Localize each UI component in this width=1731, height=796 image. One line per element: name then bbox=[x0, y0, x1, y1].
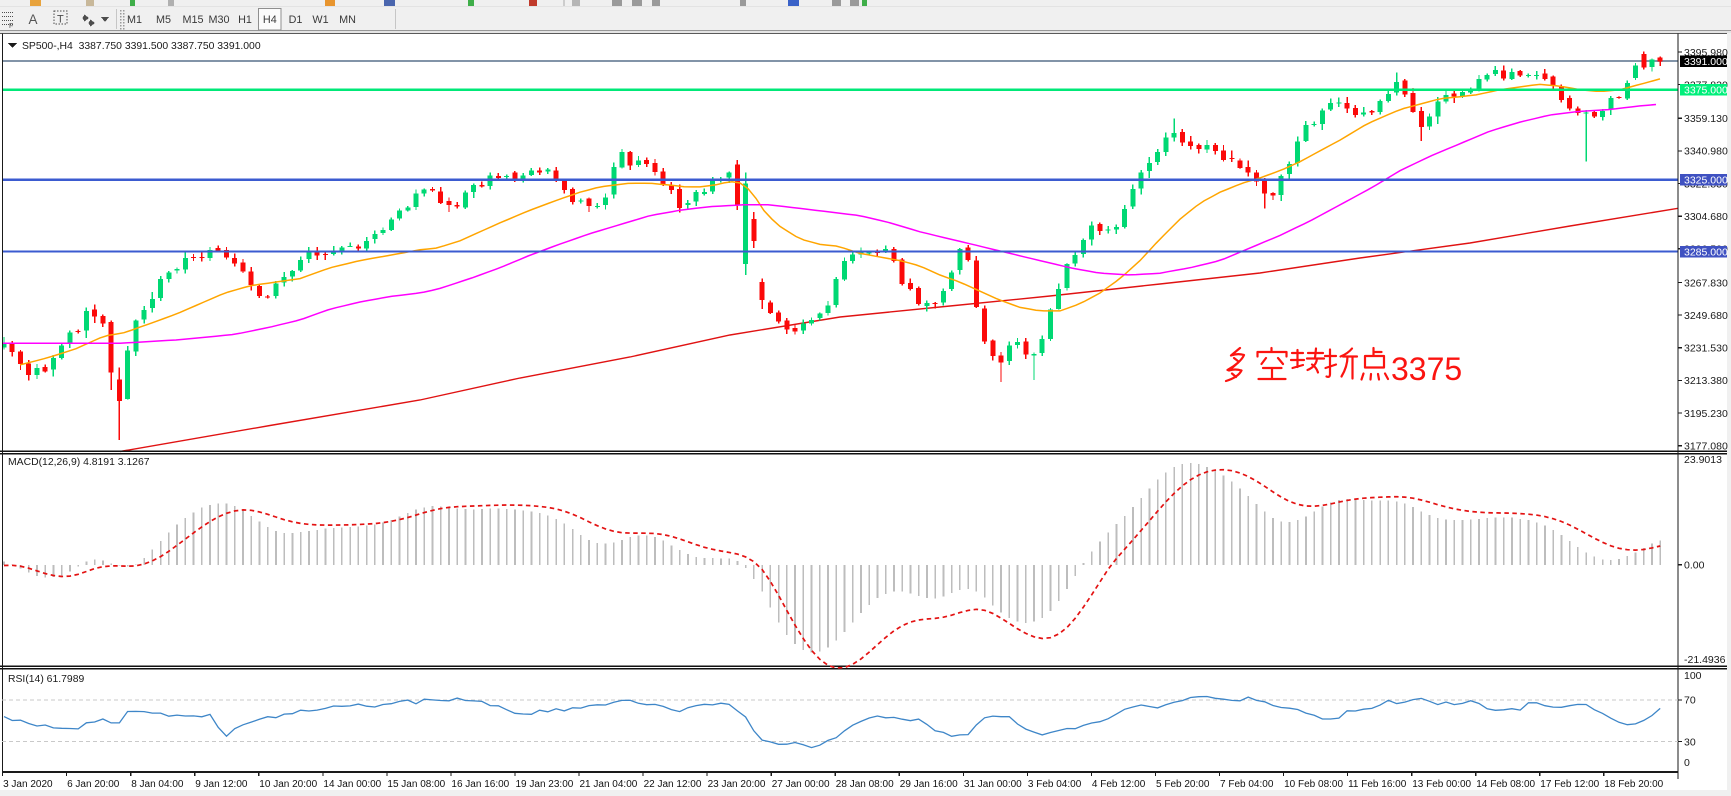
svg-text:19 Jan 23:00: 19 Jan 23:00 bbox=[516, 779, 574, 790]
svg-text:13 Feb 00:00: 13 Feb 00:00 bbox=[1412, 779, 1471, 790]
svg-text:SP500-,H4 3387.750 3391.500 3: SP500-,H4 3387.750 3391.500 3387.750 339… bbox=[22, 41, 261, 52]
svg-text:3195.230: 3195.230 bbox=[1684, 408, 1728, 420]
svg-text:23 Jan 20:00: 23 Jan 20:00 bbox=[708, 779, 766, 790]
svg-text:27 Jan 00:00: 27 Jan 00:00 bbox=[772, 779, 830, 790]
svg-text:3267.830: 3267.830 bbox=[1684, 277, 1728, 289]
svg-text:A: A bbox=[29, 12, 38, 27]
svg-text:H4: H4 bbox=[263, 14, 277, 26]
svg-text:3213.380: 3213.380 bbox=[1684, 375, 1728, 387]
svg-text:15 Jan 08:00: 15 Jan 08:00 bbox=[387, 779, 445, 790]
svg-text:17 Feb 12:00: 17 Feb 12:00 bbox=[1540, 779, 1599, 790]
svg-text:3285.000: 3285.000 bbox=[1684, 247, 1728, 259]
svg-text:D1: D1 bbox=[289, 14, 303, 26]
svg-text:M5: M5 bbox=[156, 14, 171, 26]
svg-text:M30: M30 bbox=[208, 14, 229, 26]
svg-text:MN: MN bbox=[339, 14, 356, 26]
svg-text:3375.000: 3375.000 bbox=[1684, 85, 1728, 97]
svg-text:3 Jan 2020: 3 Jan 2020 bbox=[3, 779, 53, 790]
svg-text:6 Jan 20:00: 6 Jan 20:00 bbox=[67, 779, 120, 790]
svg-text:W1: W1 bbox=[312, 14, 328, 26]
svg-text:28 Jan 08:00: 28 Jan 08:00 bbox=[836, 779, 894, 790]
svg-text:3391.000: 3391.000 bbox=[1684, 56, 1728, 68]
svg-text:0: 0 bbox=[1684, 757, 1690, 769]
svg-text:10 Jan 20:00: 10 Jan 20:00 bbox=[259, 779, 317, 790]
svg-text:3359.130: 3359.130 bbox=[1684, 113, 1728, 125]
svg-text:9 Jan 12:00: 9 Jan 12:00 bbox=[195, 779, 248, 790]
svg-text:RSI(14) 61.7989: RSI(14) 61.7989 bbox=[8, 674, 84, 685]
svg-text:70: 70 bbox=[1684, 695, 1696, 707]
svg-text:3 Feb 04:00: 3 Feb 04:00 bbox=[1028, 779, 1082, 790]
svg-text:3340.980: 3340.980 bbox=[1684, 146, 1728, 158]
svg-text:-21.4936: -21.4936 bbox=[1684, 654, 1726, 666]
svg-text:3177.080: 3177.080 bbox=[1684, 441, 1728, 453]
svg-text:30: 30 bbox=[1684, 736, 1696, 748]
svg-text:11 Feb 16:00: 11 Feb 16:00 bbox=[1348, 779, 1407, 790]
svg-text:4 Feb 12:00: 4 Feb 12:00 bbox=[1092, 779, 1146, 790]
svg-text:3249.680: 3249.680 bbox=[1684, 310, 1728, 322]
svg-text:3304.680: 3304.680 bbox=[1684, 211, 1728, 223]
svg-text:3375: 3375 bbox=[1391, 351, 1462, 387]
svg-text:100: 100 bbox=[1684, 670, 1702, 682]
svg-text:10 Feb 08:00: 10 Feb 08:00 bbox=[1284, 779, 1343, 790]
svg-text:T: T bbox=[57, 14, 64, 26]
svg-text:7 Feb 04:00: 7 Feb 04:00 bbox=[1220, 779, 1274, 790]
svg-text:MACD(12,26,9) 4.8191 3.1267: MACD(12,26,9) 4.8191 3.1267 bbox=[8, 457, 150, 468]
svg-text:0.00: 0.00 bbox=[1684, 560, 1705, 572]
svg-text:3231.530: 3231.530 bbox=[1684, 343, 1728, 355]
svg-text:29 Jan 16:00: 29 Jan 16:00 bbox=[900, 779, 958, 790]
svg-text:M15: M15 bbox=[182, 14, 203, 26]
svg-text:3325.000: 3325.000 bbox=[1684, 175, 1728, 187]
svg-text:M1: M1 bbox=[127, 14, 142, 26]
svg-text:14 Jan 00:00: 14 Jan 00:00 bbox=[323, 779, 381, 790]
svg-text:23.9013: 23.9013 bbox=[1684, 454, 1722, 466]
svg-text:8 Jan 04:00: 8 Jan 04:00 bbox=[131, 779, 184, 790]
svg-text:F: F bbox=[9, 23, 13, 30]
svg-text:18 Feb 20:00: 18 Feb 20:00 bbox=[1604, 779, 1663, 790]
svg-text:21 Jan 04:00: 21 Jan 04:00 bbox=[580, 779, 638, 790]
svg-text:14 Feb 08:00: 14 Feb 08:00 bbox=[1476, 779, 1535, 790]
svg-text:31 Jan 00:00: 31 Jan 00:00 bbox=[964, 779, 1022, 790]
svg-text:16 Jan 16:00: 16 Jan 16:00 bbox=[451, 779, 509, 790]
svg-text:22 Jan 12:00: 22 Jan 12:00 bbox=[644, 779, 702, 790]
svg-text:H1: H1 bbox=[238, 14, 252, 26]
svg-text:5 Feb 20:00: 5 Feb 20:00 bbox=[1156, 779, 1210, 790]
